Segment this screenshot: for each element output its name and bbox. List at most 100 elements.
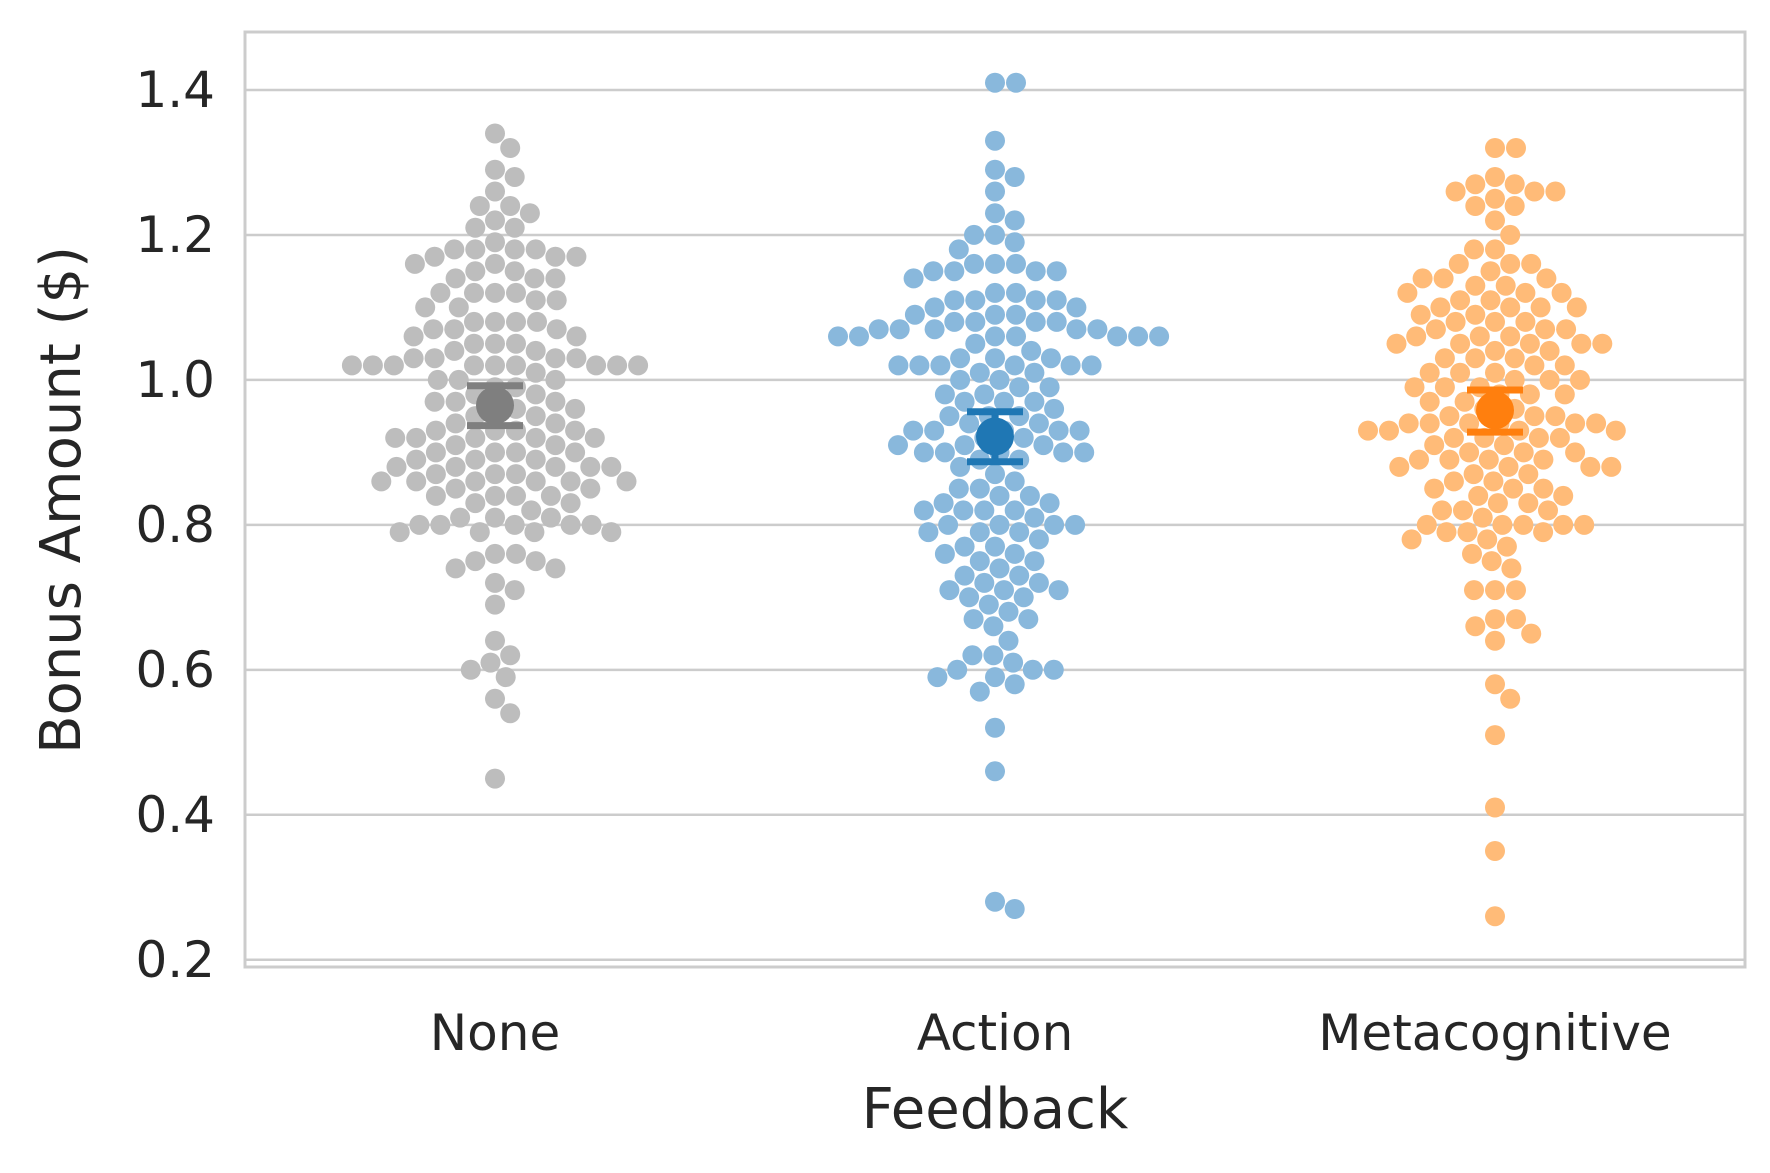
- data-point: [1506, 609, 1526, 630]
- data-point: [934, 442, 955, 463]
- data-point: [1379, 420, 1399, 441]
- data-point: [566, 246, 587, 267]
- swarm-none: [341, 123, 649, 789]
- swarm-action: [828, 72, 1170, 919]
- data-point: [1358, 420, 1378, 441]
- x-tick-label: None: [430, 1004, 560, 1062]
- data-point: [989, 369, 1010, 390]
- data-point: [465, 551, 486, 572]
- data-point: [1434, 377, 1455, 398]
- data-point: [1404, 377, 1425, 398]
- data-point: [485, 253, 505, 274]
- data-point: [964, 253, 984, 274]
- data-point: [974, 572, 995, 593]
- data-point: [1448, 253, 1469, 274]
- data-point: [385, 427, 406, 448]
- data-point: [545, 246, 566, 267]
- data-point: [1504, 348, 1525, 369]
- data-point: [383, 355, 404, 376]
- data-point: [1401, 529, 1422, 550]
- data-point: [964, 224, 984, 245]
- data-point: [983, 645, 1004, 666]
- data-point: [506, 333, 526, 354]
- data-point: [1477, 529, 1498, 550]
- data-point: [1553, 485, 1574, 506]
- data-point: [525, 471, 546, 492]
- data-point: [849, 326, 869, 347]
- data-point: [1028, 529, 1049, 550]
- data-point: [495, 667, 516, 688]
- data-point: [1149, 326, 1170, 347]
- data-point: [924, 297, 945, 318]
- data-point: [1398, 413, 1419, 434]
- data-point: [1468, 485, 1489, 506]
- data-point: [1465, 196, 1486, 216]
- data-point: [525, 340, 546, 361]
- data-point: [586, 355, 607, 376]
- data-point: [1022, 659, 1043, 680]
- data-point: [504, 239, 525, 260]
- data-point: [953, 500, 974, 521]
- data-point: [954, 435, 975, 456]
- data-point: [519, 203, 540, 224]
- data-point: [947, 659, 968, 680]
- data-point: [1443, 471, 1464, 492]
- y-tick-label: 0.6: [135, 641, 215, 699]
- data-point: [985, 72, 1005, 93]
- data-point: [1528, 427, 1549, 448]
- data-point: [485, 333, 505, 354]
- data-point: [506, 282, 526, 303]
- data-point: [985, 717, 1005, 738]
- data-point: [1565, 413, 1586, 434]
- data-point: [1128, 326, 1149, 347]
- data-point: [1500, 253, 1521, 274]
- data-point: [1046, 311, 1067, 332]
- data-point: [969, 522, 990, 543]
- data-point: [974, 384, 995, 405]
- data-point: [1425, 319, 1446, 340]
- data-point: [545, 268, 566, 289]
- data-point: [560, 514, 581, 535]
- data-point: [445, 413, 466, 434]
- data-point: [994, 580, 1014, 601]
- data-point: [1485, 167, 1505, 187]
- data-point: [371, 471, 392, 492]
- data-point: [1503, 478, 1524, 499]
- mean-ci-metacognitive: [1467, 386, 1523, 436]
- data-point: [427, 369, 448, 390]
- data-point: [1069, 420, 1090, 441]
- data-point: [1535, 319, 1556, 340]
- data-point: [525, 290, 546, 311]
- data-point: [1485, 138, 1505, 158]
- data-point: [565, 420, 586, 441]
- data-point: [1004, 899, 1025, 919]
- data-point: [566, 326, 587, 347]
- data-point: [1521, 253, 1542, 274]
- data-point: [959, 413, 980, 434]
- data-point: [546, 319, 567, 340]
- data-point: [1551, 282, 1572, 303]
- data-point: [1518, 464, 1539, 485]
- data-point: [934, 384, 955, 405]
- data-point: [430, 514, 451, 535]
- data-point: [1046, 290, 1067, 311]
- data-point: [545, 558, 566, 579]
- data-point: [465, 261, 486, 282]
- y-tick-label: 0.4: [135, 786, 215, 844]
- data-point: [1539, 340, 1560, 361]
- data-point: [1485, 725, 1505, 746]
- data-point: [448, 369, 469, 390]
- data-point: [1450, 362, 1471, 383]
- data-point: [963, 609, 984, 630]
- data-point: [601, 522, 622, 543]
- data-point: [903, 268, 924, 289]
- data-point: [1019, 485, 1040, 506]
- data-point: [1024, 507, 1045, 528]
- data-point: [445, 391, 466, 412]
- data-point: [985, 159, 1005, 180]
- data-point: [1412, 268, 1433, 289]
- data-point: [1518, 493, 1539, 514]
- data-point: [962, 645, 983, 666]
- data-point: [978, 594, 999, 615]
- plot-frame: [243, 30, 1747, 969]
